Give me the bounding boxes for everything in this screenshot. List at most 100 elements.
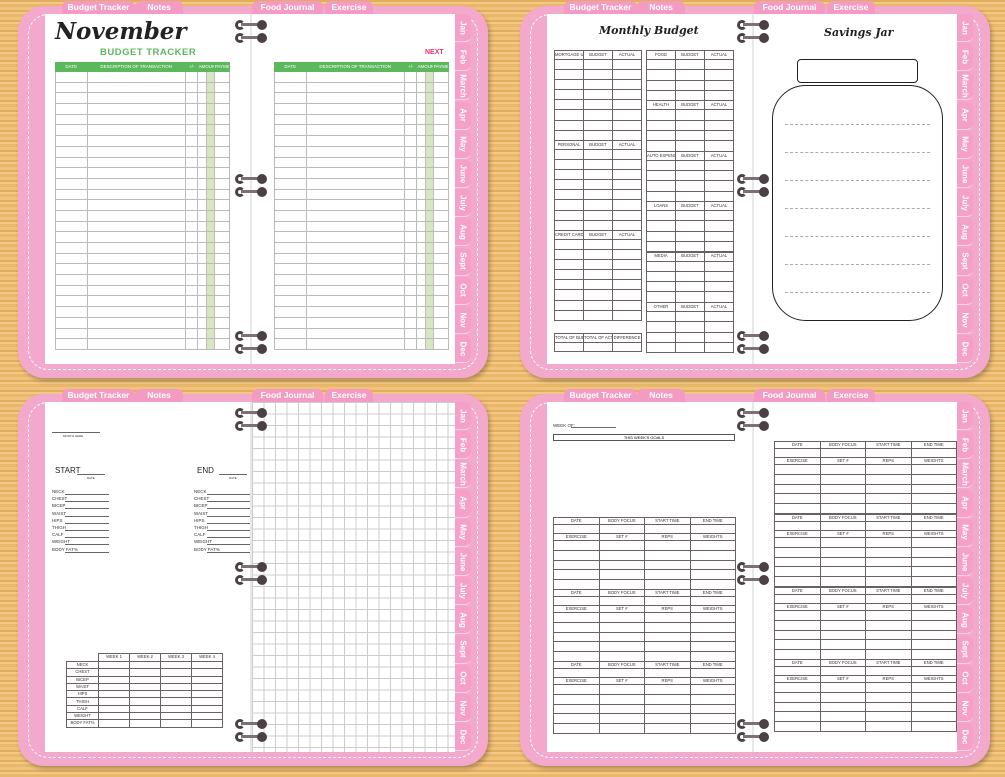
table-cell[interactable] [197, 209, 207, 222]
table-cell[interactable] [197, 71, 207, 83]
table-cell[interactable] [910, 464, 957, 475]
month-tab-jan[interactable]: Jan [455, 14, 471, 42]
table-cell[interactable] [184, 306, 199, 318]
table-cell[interactable] [675, 180, 705, 192]
table-cell[interactable] [86, 145, 186, 158]
table-cell[interactable] [205, 145, 215, 158]
table-cell[interactable] [403, 156, 418, 169]
table-cell[interactable] [403, 263, 418, 276]
table-cell[interactable] [774, 682, 821, 693]
table-cell[interactable] [305, 81, 405, 94]
table-cell[interactable] [583, 259, 613, 271]
table-cell[interactable] [644, 549, 691, 561]
table-cell[interactable] [86, 284, 186, 297]
month-tab-aug[interactable]: Aug [455, 606, 471, 635]
table-cell[interactable] [197, 81, 207, 94]
table-cell[interactable] [675, 159, 705, 172]
table-cell[interactable] [184, 263, 199, 276]
measure-line[interactable] [207, 530, 251, 531]
table-cell[interactable] [644, 569, 691, 581]
month-tab-july[interactable]: July [957, 189, 973, 218]
table-cell[interactable] [598, 559, 645, 571]
table-cell[interactable] [646, 341, 676, 354]
table-cell[interactable] [612, 279, 642, 291]
table-cell[interactable] [403, 338, 418, 350]
table-cell[interactable] [675, 291, 705, 303]
table-cell[interactable] [86, 263, 186, 276]
table-cell[interactable] [612, 89, 642, 101]
table-cell[interactable] [98, 682, 130, 692]
table-cell[interactable] [274, 124, 307, 137]
table-cell[interactable] [86, 231, 186, 243]
table-cell[interactable] [865, 711, 912, 723]
table-cell[interactable] [205, 231, 215, 243]
table-cell[interactable] [865, 483, 912, 495]
table-cell[interactable] [305, 327, 405, 340]
table-cell[interactable] [644, 703, 691, 715]
table-cell[interactable] [160, 719, 192, 728]
table-cell[interactable] [583, 279, 613, 291]
table-cell[interactable] [554, 299, 584, 311]
table-cell[interactable] [191, 675, 223, 684]
table-cell[interactable]: HIPS [66, 690, 99, 699]
table-cell[interactable] [86, 338, 186, 350]
table-cell[interactable] [612, 289, 642, 301]
table-cell[interactable] [403, 209, 418, 222]
table-cell[interactable] [612, 179, 642, 191]
table-cell[interactable] [675, 260, 705, 272]
table-cell[interactable] [184, 209, 199, 222]
table-cell[interactable] [274, 177, 307, 190]
table-cell[interactable] [910, 537, 957, 548]
table-cell[interactable] [432, 71, 450, 83]
table-cell[interactable] [424, 295, 434, 308]
table-cell[interactable] [197, 263, 207, 276]
table-cell[interactable] [55, 327, 88, 340]
table-cell[interactable] [197, 338, 207, 350]
table-cell[interactable] [403, 231, 418, 243]
table-cell[interactable] [424, 284, 434, 297]
table-cell[interactable] [191, 668, 223, 677]
table-cell[interactable] [305, 263, 405, 276]
month-tab-dec[interactable]: Dec [957, 335, 973, 364]
table-cell[interactable] [598, 703, 645, 715]
table-cell[interactable] [403, 188, 418, 201]
table-cell[interactable] [274, 252, 307, 265]
measure-line[interactable] [65, 544, 109, 546]
table-cell[interactable] [910, 629, 957, 641]
table-cell[interactable] [689, 612, 736, 623]
table-cell[interactable] [98, 660, 130, 670]
table-cell[interactable] [416, 81, 426, 94]
table-cell[interactable] [403, 124, 418, 137]
table-cell[interactable] [689, 713, 736, 725]
table-cell[interactable] [644, 540, 691, 551]
tab-exercise[interactable]: Exercise [827, 389, 875, 402]
table-cell[interactable] [197, 167, 207, 179]
table-cell[interactable] [305, 167, 405, 179]
table-cell[interactable] [819, 576, 866, 587]
table-cell[interactable] [55, 199, 88, 211]
month-tab-dec[interactable]: Dec [455, 723, 471, 752]
table-cell[interactable] [612, 249, 642, 261]
table-cell[interactable] [689, 641, 736, 653]
measure-line[interactable] [65, 515, 109, 517]
table-cell[interactable] [675, 241, 705, 253]
table-cell[interactable] [583, 269, 613, 281]
table-cell[interactable] [612, 159, 642, 171]
table-cell[interactable] [644, 631, 691, 643]
table-cell[interactable] [704, 281, 734, 293]
table-cell[interactable] [910, 493, 957, 505]
table-cell[interactable] [424, 316, 434, 329]
table-cell[interactable] [554, 342, 584, 352]
table-cell[interactable] [689, 596, 736, 606]
table-cell[interactable] [865, 721, 912, 732]
table-cell[interactable] [213, 316, 231, 329]
month-tab-march[interactable]: March [957, 460, 973, 489]
table-cell[interactable] [424, 306, 434, 318]
table-cell[interactable] [213, 188, 231, 201]
table-cell[interactable] [583, 119, 613, 131]
measure-line[interactable] [65, 522, 109, 524]
table-cell[interactable] [774, 503, 821, 514]
table-cell[interactable] [416, 135, 426, 147]
table-cell[interactable] [213, 199, 231, 211]
month-tab-sept[interactable]: Sept [957, 247, 973, 276]
